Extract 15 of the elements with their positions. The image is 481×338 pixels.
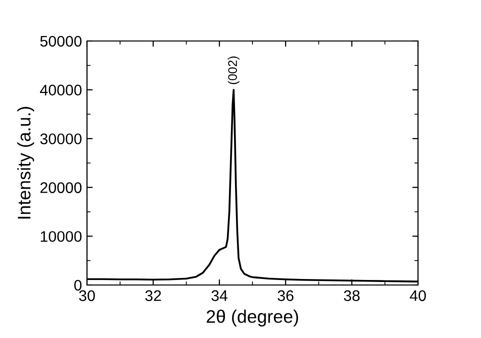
x-tick-label: 36: [278, 290, 294, 302]
y-tick-label: 40000: [40, 84, 82, 96]
annotation: (002): [228, 56, 240, 84]
x-tick-label: 34: [211, 290, 228, 302]
y-tick-label: 0: [74, 280, 82, 291]
y-tick-label: 10000: [40, 231, 82, 242]
y-tick-label: 50000: [40, 36, 82, 47]
x-tick-label: 40: [410, 290, 426, 302]
y-axis-title: Intensity (a.u.): [17, 106, 34, 219]
y-tick-label: 20000: [40, 182, 82, 194]
x-tick-label: 30: [79, 290, 95, 302]
x-axis-title: 2θ (degree): [206, 310, 298, 326]
x-tick-label: 38: [344, 290, 360, 302]
y-tick-label: 30000: [40, 133, 82, 144]
x-tick-label: 32: [145, 290, 161, 302]
